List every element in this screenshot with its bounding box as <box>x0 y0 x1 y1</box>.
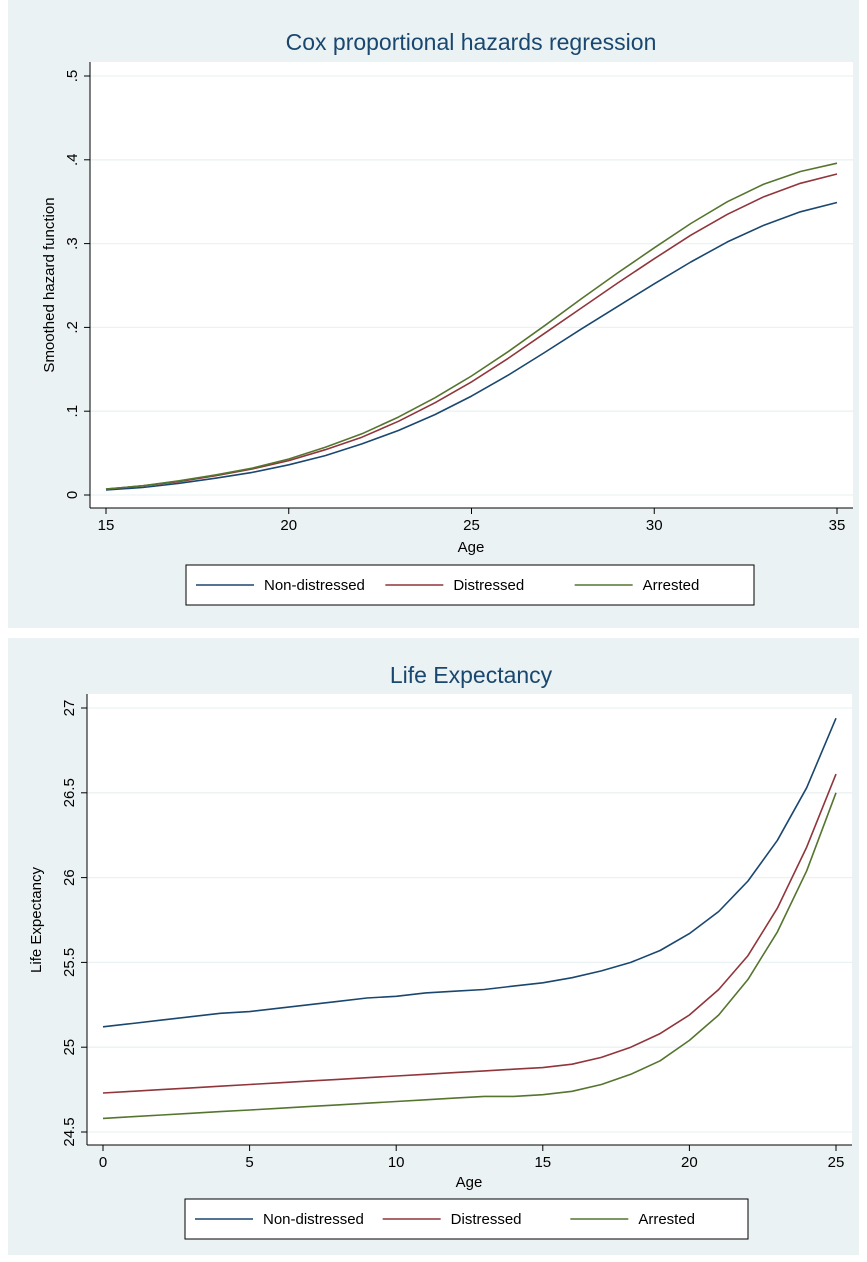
legend-box <box>184 1198 749 1240</box>
chart-title: Cox proportional hazards regression <box>286 29 657 55</box>
y-ticks: 0 .1 .2 .3 .4 .5 <box>64 70 90 499</box>
x-ticks: 15 20 25 30 35 <box>98 508 846 534</box>
legend: Non-distressed Distressed Arrested <box>184 1198 749 1240</box>
series-line-non-distressed <box>102 717 837 1028</box>
x-axis-title: Age <box>456 1174 483 1191</box>
y-tick-label: 25 <box>61 1039 78 1056</box>
series-line-non-distressed <box>105 201 838 491</box>
y-tick-label: 0 <box>64 491 81 499</box>
y-tick-label: 26 <box>61 869 78 886</box>
x-ticks: 0 5 10 15 20 25 <box>99 1145 845 1171</box>
series-line-arrested <box>102 792 837 1120</box>
y-tick-label: .4 <box>64 154 81 167</box>
legend: Non-distressed Distressed Arrested <box>185 564 755 606</box>
series-lines <box>102 717 837 1120</box>
gridlines <box>87 707 852 1133</box>
legend-items: Non-distressed Distressed Arrested <box>196 577 699 594</box>
x-tick-label: 30 <box>646 517 663 534</box>
x-tick-label: 25 <box>463 517 480 534</box>
y-tick-label: 25.5 <box>61 948 78 977</box>
y-ticks: 24.5 25 25.5 26 26.5 27 <box>61 700 87 1147</box>
y-tick-label: 26.5 <box>61 778 78 807</box>
series-lines <box>105 162 838 491</box>
y-tick-label: 27 <box>61 700 78 717</box>
life-expectancy-chart: Life Expectancy 24.5 25 25.5 26 26.5 27 0 5 10 1… <box>28 662 852 1240</box>
hazard-chart-panel: Cox proportional hazards regression 0 .1.… <box>8 0 859 628</box>
series-line-distressed <box>102 773 837 1094</box>
gridlines <box>90 75 853 496</box>
legend-label: Arrested <box>643 577 700 594</box>
y-tick-label: .2 <box>64 321 81 334</box>
legend-items: Non-distressed Distressed Arrested <box>195 1211 695 1228</box>
x-axis-title: Age <box>458 539 485 556</box>
plot-area <box>87 694 852 1145</box>
legend-box <box>185 564 755 606</box>
x-tick-label: 0 <box>99 1154 107 1171</box>
y-axis-title: Smoothed hazard function <box>41 197 58 372</box>
x-tick-label: 35 <box>829 517 846 534</box>
plot-area <box>90 62 853 508</box>
series-line-arrested <box>105 162 838 490</box>
x-tick-label: 15 <box>534 1154 551 1171</box>
legend-label: Distressed <box>453 577 524 594</box>
hazard-chart: Cox proportional hazards regression 0 .1.… <box>41 29 853 606</box>
legend-label: Non-distressed <box>264 577 365 594</box>
life-expectancy-chart-panel: Life Expectancy 24.5 25 25.5 26 26.5 27 0 5 10 1… <box>8 638 859 1255</box>
x-tick-label: 25 <box>828 1154 845 1171</box>
chart-title: Life Expectancy <box>390 662 553 688</box>
x-tick-label: 20 <box>681 1154 698 1171</box>
y-tick-label: .3 <box>64 237 81 250</box>
y-tick-label: .5 <box>64 70 81 83</box>
x-tick-label: 5 <box>245 1154 253 1171</box>
x-tick-label: 10 <box>388 1154 405 1171</box>
x-tick-label: 20 <box>280 517 297 534</box>
legend-label: Non-distressed <box>263 1211 364 1228</box>
y-tick-label: .1 <box>64 405 81 418</box>
x-tick-label: 15 <box>98 517 115 534</box>
legend-label: Arrested <box>638 1211 695 1228</box>
y-axis-title: Life Expectancy <box>28 867 45 973</box>
y-tick-label: 24.5 <box>61 1117 78 1146</box>
legend-label: Distressed <box>451 1211 522 1228</box>
